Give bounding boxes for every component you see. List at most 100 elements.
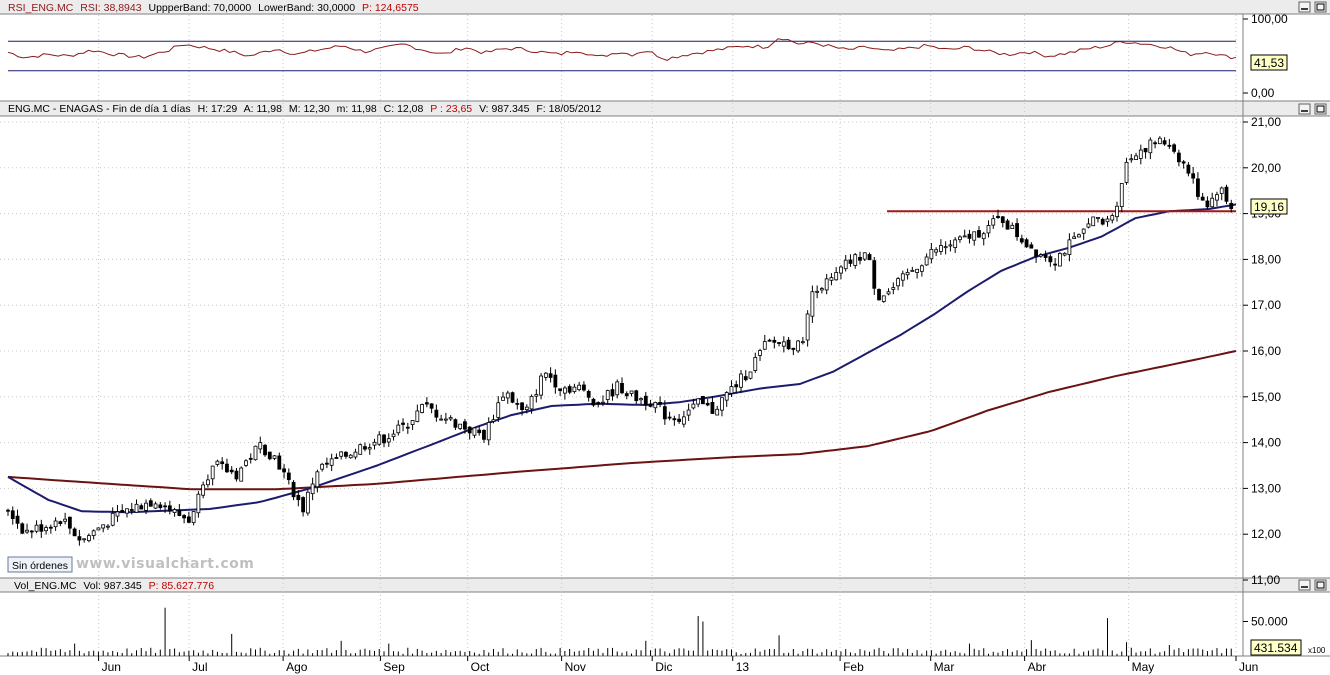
candle-body (448, 417, 453, 420)
candle (382, 434, 386, 448)
candle-body (443, 418, 448, 421)
candle-body (429, 403, 434, 409)
orders-button-label: Sin órdenes (12, 560, 68, 572)
candle (938, 239, 943, 255)
candle-body (158, 504, 163, 509)
candle-body (605, 390, 610, 400)
candle-body (586, 391, 591, 398)
candle-body (1119, 183, 1124, 207)
candle (672, 415, 677, 426)
candle-body (263, 444, 267, 456)
candle (629, 390, 634, 397)
watermark: www.visualchart.com (76, 556, 254, 572)
candle-body (53, 520, 58, 528)
candle (1043, 250, 1048, 262)
candle-body (772, 339, 777, 343)
candle-body (177, 509, 182, 516)
rsi-minimize-button[interactable] (1298, 1, 1311, 13)
month-label: Nov (565, 660, 586, 674)
candle-body (1034, 249, 1038, 257)
candle-body (991, 218, 996, 226)
candle (153, 501, 158, 509)
rsi-maximize-button[interactable] (1314, 1, 1327, 13)
candle (558, 388, 563, 396)
candle (815, 285, 820, 299)
candle-body (1176, 152, 1181, 163)
candle (820, 286, 824, 294)
candle (282, 464, 286, 479)
candle-body (486, 422, 491, 441)
candle-body (129, 509, 134, 511)
candle-body (524, 406, 529, 410)
orders-button[interactable]: Sin órdenes (7, 556, 73, 573)
candle-body (858, 256, 862, 261)
candle (758, 348, 762, 361)
candle (6, 508, 10, 516)
candle (305, 489, 310, 516)
rsi-value-label: RSI: 38,8943 (80, 2, 141, 14)
candle (1196, 172, 1200, 200)
candle (367, 443, 372, 455)
candle-body (458, 423, 463, 429)
candle-body (363, 446, 367, 450)
candle (248, 453, 253, 464)
price-tick-label: 15,00 (1251, 390, 1281, 404)
candle (720, 397, 724, 417)
candle-body (167, 505, 172, 512)
candle-body (510, 392, 515, 403)
candle-body (615, 381, 620, 396)
candle-body (977, 230, 981, 238)
candle (972, 231, 977, 246)
candle-body (834, 272, 839, 281)
candle (534, 389, 539, 403)
candle (662, 400, 667, 425)
candle (63, 512, 68, 525)
candle-body (962, 235, 967, 238)
candle (1162, 137, 1167, 146)
candle-body (629, 390, 634, 394)
candle (681, 410, 686, 428)
candle (286, 468, 291, 485)
candle-body (258, 442, 263, 450)
candle-body (696, 398, 701, 405)
price-maximize-button[interactable] (1314, 103, 1327, 115)
candle (501, 391, 505, 401)
candle (696, 398, 701, 408)
rsi-p-label: P: 124,6575 (362, 2, 419, 14)
candle-body (434, 409, 439, 418)
candle (263, 444, 267, 457)
candle-body (1038, 254, 1043, 257)
candle (401, 418, 405, 432)
candle-body (496, 402, 501, 418)
candle-body (686, 409, 691, 416)
candle-body (1115, 205, 1119, 218)
candle-body (662, 406, 667, 420)
candle-body (324, 462, 329, 465)
candle-body (44, 527, 48, 532)
volume-minimize-button[interactable] (1298, 579, 1311, 591)
candle-body (762, 341, 767, 350)
candle-body (967, 233, 972, 239)
candle (363, 442, 367, 452)
candle-body (672, 418, 677, 421)
candle-body (972, 231, 977, 241)
candle-body (658, 402, 662, 405)
candle (315, 469, 320, 493)
candle (244, 459, 248, 468)
candle-body (1000, 216, 1005, 224)
candle-body (610, 389, 615, 397)
candle-body (1100, 218, 1105, 225)
candle-body (1081, 228, 1086, 234)
candle-body (929, 248, 934, 260)
candle (572, 383, 577, 394)
candle (1115, 201, 1119, 222)
candle (601, 395, 605, 407)
price-minimize-button[interactable] (1298, 103, 1311, 115)
candle (15, 509, 20, 529)
candle (29, 529, 34, 539)
candle-body (743, 376, 748, 381)
price-tick-label: 17,00 (1251, 298, 1281, 312)
candle-body (463, 421, 467, 430)
candle-body (767, 339, 772, 342)
volume-maximize-button[interactable] (1314, 579, 1327, 591)
